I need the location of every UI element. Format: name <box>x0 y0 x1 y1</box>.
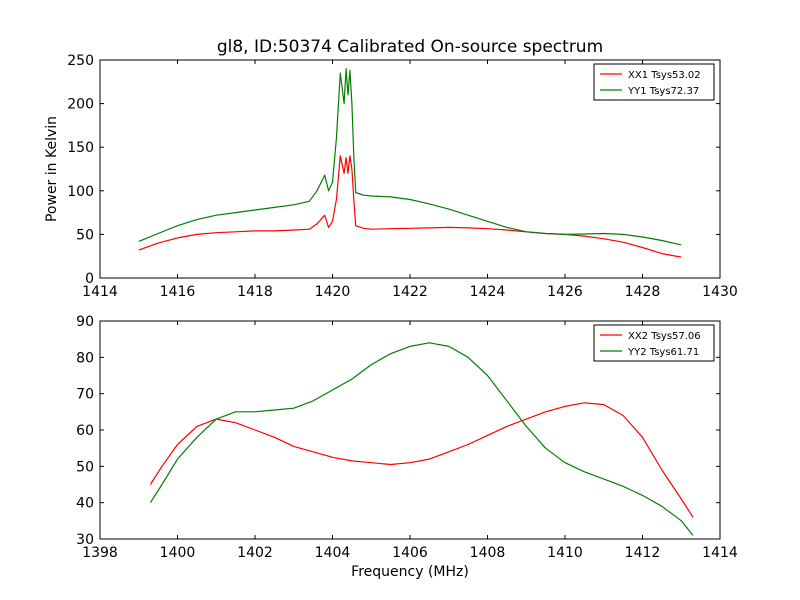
y-axis-label-top: Power in Kelvin <box>44 116 60 222</box>
series-line-yy1 <box>138 68 682 246</box>
y-tick-label: 50 <box>76 227 94 243</box>
x-tick-label: 1428 <box>625 284 661 300</box>
y-tick-label: 90 <box>76 314 94 330</box>
y-tick-label: 250 <box>67 53 94 69</box>
y-tick-label: 30 <box>76 532 94 548</box>
x-tick-label: 1418 <box>237 284 273 300</box>
legend-bottom: XX2 Tsys57.06 YY2 Tsys61.71 <box>593 324 715 362</box>
x-tick-label: 1402 <box>237 545 273 561</box>
y-tick-label: 50 <box>76 459 94 475</box>
series-line-xx2 <box>149 402 694 518</box>
x-tick-label: 1422 <box>392 284 428 300</box>
legend-label-yy1: YY1 Tsys72.37 <box>627 86 699 97</box>
chart-title: gl8, ID:50374 Calibrated On-source spect… <box>217 37 603 57</box>
y-tick-labels-top: 0 50 100 150 200 250 <box>67 53 720 287</box>
y-tick-label: 60 <box>76 423 94 439</box>
legend-label-xx1: XX1 Tsys53.02 <box>628 70 701 81</box>
legend-label-yy2: YY2 Tsys61.71 <box>627 347 699 358</box>
x-tick-label: 1414 <box>702 545 738 561</box>
x-tick-label: 1424 <box>470 284 506 300</box>
x-tick-label: 1398 <box>82 545 118 561</box>
series-lines-top <box>138 68 682 258</box>
x-tick-label: 1414 <box>82 284 118 300</box>
y-tick-labels-bottom: 30 40 50 60 70 80 90 <box>76 314 720 548</box>
x-axis-label: Frequency (MHz) <box>351 564 469 580</box>
x-tick-label: 1420 <box>315 284 351 300</box>
legend-top: XX1 Tsys53.02 YY1 Tsys72.37 <box>593 63 715 101</box>
series-line-yy2 <box>149 342 694 536</box>
series-lines-bottom <box>149 342 694 536</box>
y-tick-label: 70 <box>76 387 94 403</box>
y-tick-label: 100 <box>67 184 94 200</box>
x-tick-label: 1410 <box>547 545 583 561</box>
y-tick-label: 0 <box>85 271 94 287</box>
legend-label-xx2: XX2 Tsys57.06 <box>628 331 701 342</box>
x-tick-labels-bottom: 1398 1400 1402 1404 1406 1408 1410 1412 1414 <box>82 321 738 561</box>
x-tick-label: 1416 <box>160 284 196 300</box>
x-tick-label: 1430 <box>702 284 738 300</box>
y-tick-label: 40 <box>76 496 94 512</box>
y-tick-label: 150 <box>67 140 94 156</box>
x-tick-label: 1426 <box>547 284 583 300</box>
x-tick-label: 1412 <box>625 545 661 561</box>
y-tick-label: 200 <box>67 97 94 113</box>
x-tick-label: 1400 <box>160 545 196 561</box>
y-tick-label: 80 <box>76 350 94 366</box>
x-tick-label: 1406 <box>392 545 428 561</box>
x-tick-label: 1404 <box>315 545 351 561</box>
x-tick-label: 1408 <box>470 545 506 561</box>
x-tick-labels-top: 1414 1416 1418 1420 1422 1424 1426 1428 1430 <box>82 60 738 300</box>
